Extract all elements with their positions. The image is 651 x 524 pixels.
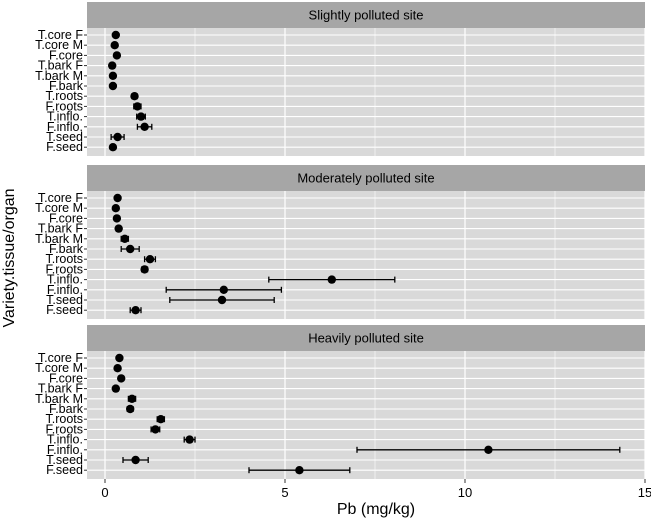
category-label: F.inflo. — [47, 443, 83, 457]
facet-strip — [87, 165, 645, 191]
category-label: T.bark F — [38, 222, 84, 236]
category-label: T.roots — [45, 412, 83, 426]
category-label: T.bark M — [35, 392, 83, 406]
x-axis-title: Pb (mg/kg) — [337, 501, 415, 518]
data-point — [295, 466, 304, 475]
category-label: F.roots — [45, 422, 83, 436]
data-point — [108, 143, 118, 152]
data-point — [484, 445, 493, 454]
data-point — [136, 112, 146, 121]
category-label: F.bark — [49, 402, 84, 416]
category-label: T.roots — [45, 252, 83, 266]
facet-strip — [87, 2, 645, 28]
category-label: T.inflo. — [47, 110, 83, 124]
category-label: T.bark F — [38, 59, 84, 73]
category-label: T.bark M — [35, 232, 83, 246]
facet-title: Heavily polluted site — [308, 331, 424, 346]
facet-panel: Moderately polluted site T.core FT.core M… — [35, 165, 646, 319]
category-label: T.core M — [35, 38, 83, 52]
category-label: T.roots — [45, 89, 83, 103]
data-point — [108, 61, 117, 70]
category-label: F.core — [49, 211, 83, 225]
category-label: T.core M — [35, 201, 83, 215]
category-label: F.bark — [49, 242, 84, 256]
data-point — [111, 30, 121, 40]
data-point — [151, 425, 160, 434]
category-label: F.inflo. — [47, 283, 83, 297]
data-point — [112, 51, 122, 60]
data-point — [113, 132, 122, 142]
data-point — [110, 41, 119, 50]
panel-background — [87, 191, 645, 319]
category-label: T.seed — [46, 453, 83, 467]
facet-title: Slightly polluted site — [309, 8, 424, 23]
data-point — [127, 394, 137, 403]
data-point — [145, 255, 155, 264]
category-label: F.seed — [46, 140, 83, 154]
data-point — [140, 122, 149, 131]
x-tick-label: 10 — [458, 485, 472, 500]
category-label: F.roots — [45, 99, 83, 113]
data-point — [112, 214, 122, 223]
facet-strip — [87, 325, 645, 351]
data-point — [131, 306, 140, 315]
category-label: F.bark — [49, 79, 84, 93]
category-label: T.seed — [46, 130, 83, 144]
category-label: F.core — [49, 371, 83, 385]
data-point — [133, 102, 142, 111]
x-axis: 0 5 10 15 — [101, 479, 651, 500]
category-label: T.inflo. — [47, 273, 83, 287]
data-point — [117, 374, 126, 383]
facet-panel: Heavily polluted site T.core FT.core MF.c… — [35, 325, 646, 479]
data-point — [114, 224, 123, 233]
data-point — [113, 193, 122, 203]
category-label: T.core F — [38, 351, 84, 365]
category-label: F.core — [49, 48, 83, 62]
data-point — [120, 234, 129, 243]
data-point — [327, 275, 336, 284]
data-point — [156, 415, 165, 424]
data-point — [185, 435, 194, 444]
panel-background — [87, 351, 645, 479]
data-point — [111, 204, 121, 213]
data-point — [108, 81, 118, 91]
data-point — [126, 404, 135, 414]
data-point — [131, 455, 140, 465]
category-label: F.seed — [46, 303, 83, 317]
data-point — [130, 92, 139, 101]
data-point — [140, 265, 149, 274]
data-point — [219, 285, 228, 294]
x-tick-label: 5 — [281, 485, 288, 500]
category-label: T.core F — [38, 28, 84, 42]
category-label: T.bark M — [35, 69, 83, 83]
category-label: T.bark F — [38, 382, 84, 396]
data-point — [113, 364, 122, 373]
y-axis-title: Variety.tissue/organ — [1, 188, 18, 327]
category-label: T.core F — [38, 191, 84, 205]
category-label: T.core M — [35, 361, 83, 375]
category-label: T.seed — [46, 293, 83, 307]
panel-background — [87, 28, 645, 156]
data-point — [108, 71, 118, 81]
data-point — [217, 295, 227, 305]
x-tick-label: 0 — [101, 485, 108, 500]
x-tick-label: 15 — [638, 485, 651, 500]
data-point — [115, 353, 124, 363]
data-point — [111, 384, 121, 393]
facet-title: Moderately polluted site — [297, 171, 434, 186]
category-label: F.seed — [46, 463, 83, 477]
category-label: F.roots — [45, 262, 83, 276]
category-label: T.inflo. — [47, 433, 83, 447]
data-point — [126, 244, 135, 254]
category-label: F.inflo. — [47, 120, 83, 134]
